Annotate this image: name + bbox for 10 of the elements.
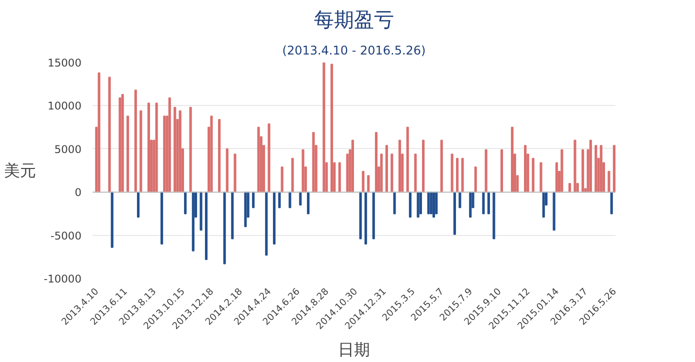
y-axis-title: 美元	[4, 161, 36, 180]
chart-title: 每期盈亏	[314, 8, 394, 32]
y-tick-label: 5000	[54, 142, 82, 156]
chart-subtitle: (2013.4.10 - 2016.5.26)	[282, 44, 426, 58]
y-tick-label: -10000	[44, 272, 82, 286]
y-tick-label: -5000	[50, 229, 82, 242]
y-tick-label: 0	[74, 186, 82, 200]
y-tick-label: 10000	[48, 100, 82, 113]
x-axis-title: 日期	[338, 340, 370, 360]
y-tick-label: 15000	[48, 56, 82, 70]
